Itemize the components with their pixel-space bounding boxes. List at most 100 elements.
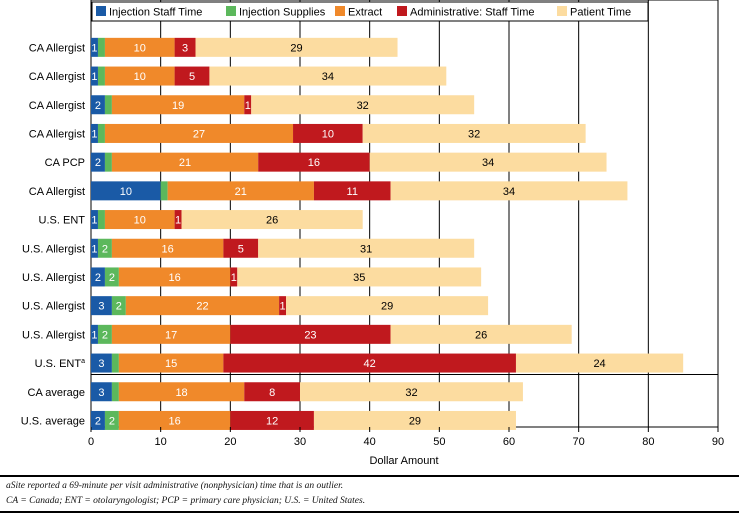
bar-segment bbox=[279, 296, 287, 316]
bar-segment bbox=[313, 181, 391, 201]
bar-segment bbox=[104, 66, 175, 86]
bar-segment bbox=[118, 410, 231, 430]
bar-segment bbox=[230, 324, 391, 344]
category-label: U.S. Allergist bbox=[22, 243, 85, 255]
category-label: CA Allergist bbox=[29, 128, 85, 140]
bar-segment bbox=[91, 123, 98, 143]
bar-segment bbox=[104, 37, 175, 57]
x-tick-label: 0 bbox=[88, 436, 94, 448]
bar-segment bbox=[91, 181, 161, 201]
segment-label: 24 bbox=[593, 358, 605, 370]
bar-segment bbox=[111, 353, 119, 373]
bar-segment bbox=[104, 267, 119, 287]
legend-swatch bbox=[557, 6, 567, 16]
segment-label: 26 bbox=[266, 215, 278, 227]
bar-segment bbox=[300, 382, 523, 402]
bar-segment bbox=[195, 37, 398, 57]
segment-label: 34 bbox=[322, 71, 334, 83]
segment-label: 3 bbox=[182, 42, 188, 54]
segment-label: 16 bbox=[308, 157, 320, 169]
footnote-marker: a bbox=[81, 358, 85, 365]
segment-label: 2 bbox=[95, 157, 101, 169]
outlier-footnote: aSite reported a 69-minute per visit adm… bbox=[6, 481, 344, 491]
legend-label: Extract bbox=[348, 7, 382, 19]
bar-segment bbox=[223, 353, 516, 373]
segment-label: 8 bbox=[269, 387, 275, 399]
bar-segment bbox=[91, 66, 98, 86]
x-tick-label: 90 bbox=[712, 436, 724, 448]
segment-label: 2 bbox=[95, 415, 101, 427]
segment-label: 16 bbox=[168, 415, 180, 427]
bar-segment bbox=[91, 324, 98, 344]
segment-label: 1 bbox=[91, 329, 97, 341]
bar-segment bbox=[125, 296, 280, 316]
segment-label: 1 bbox=[91, 42, 97, 54]
bar-segment bbox=[209, 66, 447, 86]
segment-label: 21 bbox=[179, 157, 191, 169]
x-tick-label: 60 bbox=[503, 436, 515, 448]
segment-label: 3 bbox=[98, 387, 104, 399]
abbreviations-footnote: CA = Canada; ENT = otolaryngologist; PCP… bbox=[6, 496, 366, 506]
bar-segment bbox=[244, 382, 300, 402]
x-tick-label: 70 bbox=[573, 436, 585, 448]
category-label: U.S. ENTa bbox=[35, 358, 85, 370]
bar-segment bbox=[104, 123, 294, 143]
segment-label: 34 bbox=[482, 157, 494, 169]
bar-segment bbox=[91, 353, 112, 373]
bar-segment bbox=[104, 95, 112, 115]
segment-label: 19 bbox=[172, 100, 184, 112]
segment-label: 32 bbox=[405, 387, 417, 399]
footnote-bottom-rule bbox=[0, 511, 739, 513]
bar-segment bbox=[97, 37, 105, 57]
segment-label: 2 bbox=[116, 301, 122, 313]
segment-label: 1 bbox=[245, 100, 251, 112]
segment-label: 1 bbox=[91, 128, 97, 140]
x-tick-label: 40 bbox=[364, 436, 376, 448]
bar-segment bbox=[258, 152, 370, 172]
bar-segment bbox=[369, 152, 607, 172]
bar-segment bbox=[160, 181, 168, 201]
bar-segment bbox=[237, 267, 482, 287]
segment-label: 26 bbox=[475, 329, 487, 341]
category-label: U.S. Allergist bbox=[22, 272, 85, 284]
segment-label: 16 bbox=[168, 272, 180, 284]
segment-label: 3 bbox=[98, 301, 104, 313]
segment-label: 5 bbox=[238, 243, 244, 255]
legend-label: Patient Time bbox=[570, 7, 631, 19]
segment-label: 18 bbox=[175, 387, 187, 399]
segment-label: 1 bbox=[91, 215, 97, 227]
bar-segment bbox=[390, 181, 628, 201]
legend-swatch bbox=[397, 6, 407, 16]
legend-label: Injection Supplies bbox=[239, 7, 326, 19]
segment-label: 1 bbox=[175, 215, 181, 227]
segment-label: 1 bbox=[91, 71, 97, 83]
bar-segment bbox=[244, 95, 252, 115]
segment-label: 2 bbox=[102, 329, 108, 341]
bar-segment bbox=[91, 267, 105, 287]
segment-label: 10 bbox=[134, 215, 146, 227]
bar-segment bbox=[118, 353, 224, 373]
legend: Injection Staff Time Injection Supplies Ex… bbox=[91, 1, 649, 22]
category-labels: CA Allergist CA Allergist CA Allergist CA A… bbox=[21, 42, 85, 427]
segment-label: 15 bbox=[165, 358, 177, 370]
x-tick-label: 80 bbox=[642, 436, 654, 448]
x-tick-label: 20 bbox=[224, 436, 236, 448]
bar-segment bbox=[223, 238, 259, 258]
x-tick-label: 30 bbox=[294, 436, 306, 448]
bar-segment bbox=[118, 267, 231, 287]
category-label: CA Allergist bbox=[29, 186, 85, 198]
bar-segment bbox=[104, 410, 119, 430]
bar-segment bbox=[91, 382, 112, 402]
segment-label: 21 bbox=[235, 186, 247, 198]
bar-segment bbox=[174, 210, 182, 230]
footnote-top-rule bbox=[0, 475, 739, 477]
bar-segment bbox=[111, 95, 245, 115]
segment-label: 1 bbox=[231, 272, 237, 284]
segment-label: 2 bbox=[95, 100, 101, 112]
x-axis-label: Dollar Amount bbox=[369, 455, 438, 467]
bar-segment bbox=[118, 382, 245, 402]
bar-segment bbox=[174, 66, 210, 86]
bar-segment bbox=[97, 210, 105, 230]
